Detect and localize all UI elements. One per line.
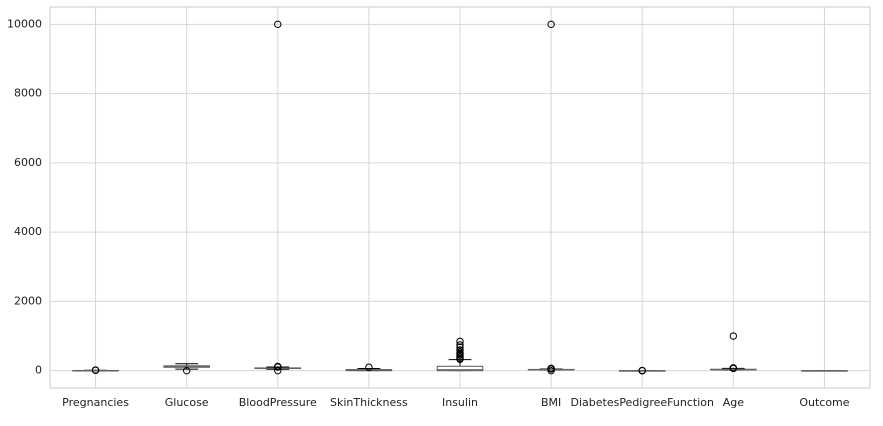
outlier: [91, 366, 100, 374]
y-tick-label: 4000: [14, 225, 42, 238]
x-tick-label: DiabetesPedigreeFunction: [570, 396, 713, 409]
y-tick-label: 8000: [14, 87, 42, 100]
x-tick-label: SkinThickness: [330, 396, 408, 409]
outlier: [456, 341, 464, 349]
outlier: [365, 363, 373, 371]
outlier: [456, 343, 464, 351]
outlier: [182, 366, 191, 375]
outlier: [547, 364, 555, 373]
y-tick-label: 6000: [14, 156, 42, 169]
outlier: [456, 337, 464, 346]
x-tick-label: Glucose: [165, 396, 209, 409]
outlier: [274, 362, 282, 371]
box: [436, 365, 484, 372]
outlier: [456, 348, 464, 356]
outlier: [729, 332, 738, 340]
x-tick-label: BMI: [541, 396, 561, 409]
x-tick-label: Outcome: [799, 396, 849, 409]
outlier: [729, 364, 738, 372]
x-tick-label: Pregnancies: [62, 396, 129, 409]
y-tick-label: 2000: [14, 294, 42, 307]
x-tick-label: Insulin: [442, 396, 478, 409]
x-tick-label: BloodPressure: [239, 396, 317, 409]
outlier: [274, 20, 282, 29]
outlier: [456, 346, 464, 354]
x-tick-label: Age: [723, 396, 745, 409]
outlier: [638, 366, 646, 375]
outlier: [547, 20, 555, 29]
outlier: [274, 366, 282, 375]
y-tick-label: 0: [35, 364, 42, 377]
y-tick-label: 10000: [7, 17, 42, 30]
